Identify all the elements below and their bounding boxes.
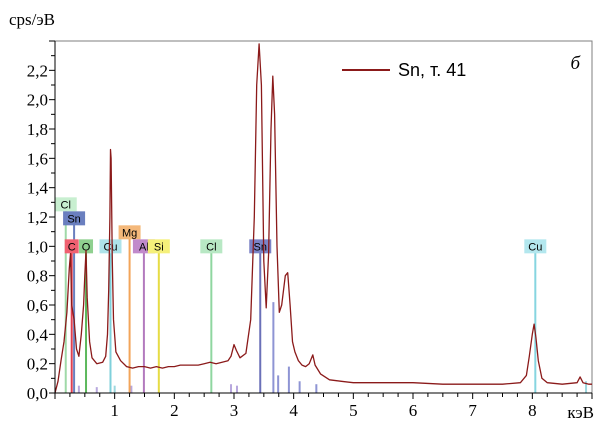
x-tick-label: 3 — [230, 401, 239, 420]
element-tag-box — [79, 239, 94, 254]
element-tag-box — [200, 239, 223, 254]
axes-layer — [54, 41, 592, 394]
legend: Sn, т. 41 — [342, 60, 466, 80]
element-tag-label: Al — [139, 241, 149, 253]
element-tag-label: Sn — [254, 241, 267, 253]
element-tag-si: Si — [147, 239, 170, 254]
x-tick-label: 8 — [528, 401, 537, 420]
x-tick-label: 6 — [409, 401, 418, 420]
element-tag-cl: Cl — [200, 239, 223, 254]
element-tag-c: C — [64, 239, 79, 254]
element-tag-cu: Cu — [524, 239, 547, 254]
element-tag-label: Cl — [206, 241, 216, 253]
y-tick-label: 0,8 — [27, 267, 48, 286]
panel-label: б — [570, 53, 581, 74]
plot-frame — [54, 40, 593, 394]
y-tick-label: 0,4 — [27, 325, 49, 344]
element-tag-box — [524, 239, 547, 254]
y-tick-label: 1,2 — [27, 208, 48, 227]
y-tick-label: 2,2 — [27, 61, 48, 80]
element-tag-box — [54, 197, 77, 212]
y-tick-label: 1,0 — [27, 237, 48, 256]
element-tag-box — [249, 239, 272, 254]
x-axis-label: кэВ — [567, 403, 594, 422]
element-tag-mg: Mg — [118, 225, 141, 240]
element-tag-label: C — [68, 241, 76, 253]
element-tag-label: Si — [154, 241, 164, 253]
element-tag-box — [147, 239, 170, 254]
y-tick-label: 1,6 — [27, 149, 48, 168]
y-tick-label: 2,0 — [27, 91, 48, 110]
x-tick-label: 2 — [170, 401, 179, 420]
element-tag-label: Sn — [67, 213, 80, 225]
y-tick-label: 1,4 — [27, 179, 49, 198]
element-tag-sn: Sn — [63, 211, 86, 226]
x-tick-label: 4 — [289, 401, 298, 420]
y-tick-label: 0,6 — [27, 296, 48, 315]
element-tag-cu: Cu — [99, 239, 122, 254]
x-tick-label: 1 — [110, 401, 119, 420]
legend-entry: Sn, т. 41 — [398, 60, 466, 80]
y-axis-label: cps/эВ — [9, 10, 55, 29]
y-tick-label: 0,2 — [27, 355, 48, 374]
series-line — [54, 43, 592, 394]
series-layer — [54, 43, 592, 394]
element-tag-label: Cu — [528, 241, 542, 253]
ticks-layer: 1 2 3 4 5 6 7 8 0,0 0,2 0,4 0,6 0,8 1,0 1,2 1,4 1,6 1,8 2,… — [27, 40, 593, 420]
element-tag-label: Mg — [122, 227, 137, 239]
element-tag-label: Cl — [61, 199, 71, 211]
element-tag-box — [99, 239, 122, 254]
element-tag-box — [64, 239, 79, 254]
element-tag-box — [118, 225, 141, 240]
element-tag-cl: Cl — [54, 197, 77, 212]
element-tag-box — [63, 211, 86, 226]
element-tag-o: O — [79, 239, 94, 254]
element-tag-label: O — [82, 241, 91, 253]
y-tick-label: 1,8 — [27, 120, 48, 139]
element-tag-label: Cu — [103, 241, 117, 253]
x-tick-label: 7 — [468, 401, 477, 420]
y-tick-label: 0,0 — [27, 384, 48, 403]
x-tick-label: 5 — [349, 401, 358, 420]
